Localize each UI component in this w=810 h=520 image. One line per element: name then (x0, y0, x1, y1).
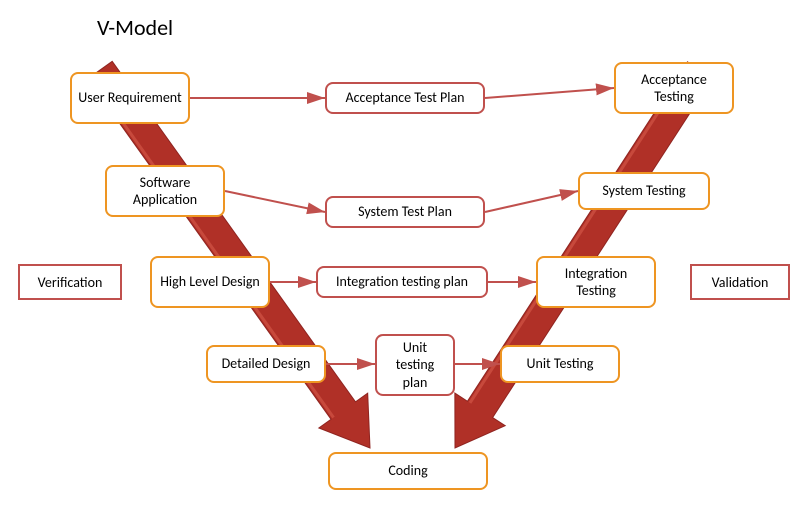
thick-arrow-right (455, 62, 713, 448)
node-user-req: User Requirement (70, 72, 190, 124)
node-sys-plan: System Test Plan (325, 196, 485, 228)
arrow-sw-app-right (225, 191, 325, 212)
diagram-title: V-Model (97, 14, 173, 41)
node-unit-test: Unit Testing (500, 345, 620, 383)
node-coding: Coding (328, 452, 488, 490)
node-sys-test: System Testing (578, 172, 710, 210)
arrow-sys-plan-right (485, 191, 578, 212)
node-hld: High Level Design (150, 256, 270, 308)
node-int-test: Integration Testing (536, 256, 656, 308)
side-label-verification: Verification (18, 264, 122, 300)
node-acc-test: Acceptance Testing (614, 62, 734, 114)
side-label-validation: Validation (690, 264, 790, 300)
node-sw-app: Software Application (105, 165, 225, 217)
node-int-plan: Integration testing plan (316, 266, 488, 298)
arrow-acc-plan-right (485, 88, 614, 98)
node-unit-plan: Unit testing plan (375, 334, 455, 396)
node-dd: Detailed Design (206, 345, 326, 383)
node-acc-plan: Acceptance Test Plan (325, 82, 485, 114)
